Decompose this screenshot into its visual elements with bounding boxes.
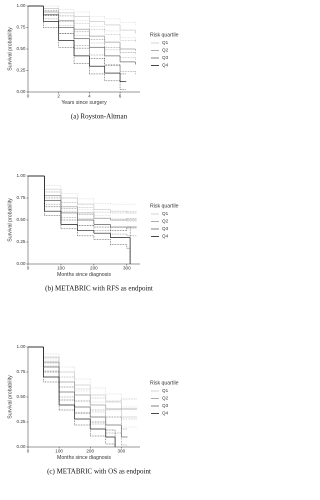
x-tick-label: 2: [57, 94, 60, 99]
y-tick-label: 0.00: [17, 89, 26, 94]
x-tick-label: 300: [117, 449, 125, 454]
legend-label: Q2: [162, 219, 169, 224]
legend-label: Q3: [162, 403, 169, 408]
legend-label: Q2: [162, 396, 169, 401]
legend-title: Risk quartile: [150, 380, 179, 386]
caption: (c) METABRIC with OS as endpoint: [47, 468, 151, 476]
x-tick-label: 200: [90, 266, 98, 271]
x-tick-label: 0: [27, 94, 30, 99]
x-tick-label: 300: [123, 266, 131, 271]
caption: (b) METABRIC with RFS as endpoint: [45, 285, 153, 293]
y-tick-label: 0.75: [17, 195, 26, 200]
panel: 0.00 0.25 0.50 0.75 1.00 0 2 4 6 Years since surg…: [7, 3, 178, 120]
x-axis-label: Months since diagnosis: [57, 272, 111, 278]
legend-label: Q1: [162, 211, 169, 216]
y-tick-label: 0.50: [17, 217, 26, 222]
y-tick-label: 0.25: [17, 68, 26, 73]
y-tick-label: 0.50: [17, 394, 26, 399]
y-tick-label: 0.75: [17, 25, 26, 30]
panel: 0.00 0.25 0.50 0.75 1.00 0 100 200 300 Months sin…: [7, 344, 178, 475]
x-tick-label: 0: [27, 449, 30, 454]
y-axis-label: Survival probability: [7, 375, 13, 419]
x-tick-label: 4: [88, 94, 91, 99]
y-tick-label: 1.00: [17, 173, 26, 178]
y-tick-label: 0.50: [17, 46, 26, 51]
legend-label: Q3: [162, 226, 169, 231]
x-tick-label: 100: [57, 266, 65, 271]
legend-label: Q4: [162, 63, 169, 68]
legend-label: Q2: [162, 48, 169, 53]
legend-label: Q4: [162, 411, 169, 416]
y-tick-label: 0.00: [17, 261, 26, 266]
y-tick-label: 0.00: [17, 444, 26, 449]
x-tick-label: 0: [27, 266, 30, 271]
legend-title: Risk quartile: [150, 203, 179, 209]
x-tick-label: 200: [86, 449, 94, 454]
caption: (a) Royston-Altman: [71, 113, 128, 121]
legend-label: Q3: [162, 55, 169, 60]
x-tick-label: 6: [119, 94, 122, 99]
y-tick-label: 0.75: [17, 369, 26, 374]
x-axis-label: Years since surgery: [61, 100, 107, 106]
figure: 0.00 0.25 0.50 0.75 1.00 0 2 4 6 Years since surg…: [7, 3, 178, 475]
y-axis-label: Survival probability: [7, 27, 13, 71]
legend-label: Q4: [162, 234, 169, 239]
x-axis-label: Months since diagnosis: [57, 455, 111, 461]
y-tick-label: 0.25: [17, 239, 26, 244]
panel: 0.00 0.25 0.50 0.75 1.00 0 100 200 300 Months sin…: [7, 173, 178, 292]
legend-label: Q1: [162, 388, 169, 393]
y-tick-label: 1.00: [17, 344, 26, 349]
x-tick-label: 100: [55, 449, 63, 454]
y-tick-label: 1.00: [17, 3, 26, 8]
legend-label: Q1: [162, 40, 169, 45]
y-axis-label: Survival probability: [7, 198, 13, 242]
y-tick-label: 0.25: [17, 419, 26, 424]
legend-title: Risk quartile: [150, 32, 179, 38]
